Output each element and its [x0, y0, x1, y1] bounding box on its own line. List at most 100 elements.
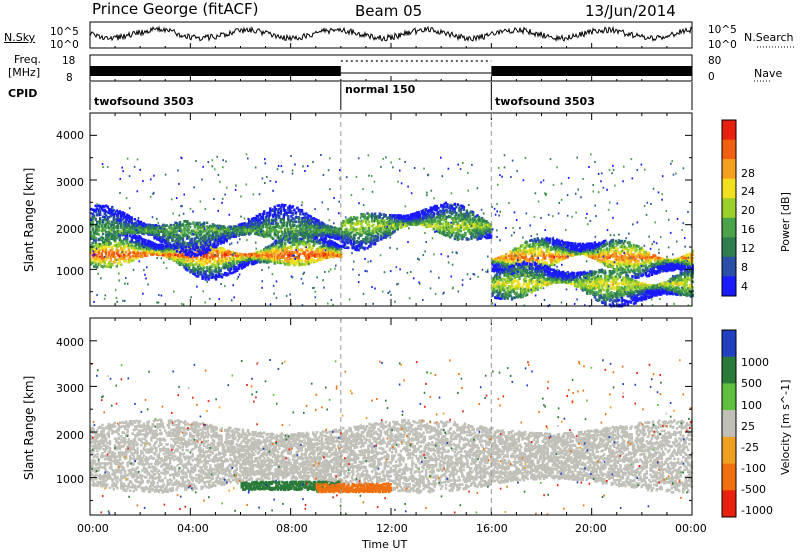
power-cell	[261, 258, 264, 262]
power-cell	[105, 252, 108, 256]
power-cell	[127, 243, 130, 246]
power-cell	[273, 252, 276, 256]
power-cell	[112, 251, 115, 255]
power-cell	[106, 239, 109, 242]
power-cell	[133, 236, 136, 240]
power-cell	[308, 242, 311, 246]
power-cell	[204, 278, 207, 281]
power-cell	[192, 259, 195, 262]
power-cell	[178, 253, 182, 257]
power-cell	[94, 257, 97, 261]
power-cell	[136, 252, 140, 255]
power-cell	[127, 245, 130, 249]
power-cell	[273, 259, 276, 262]
power-cell	[236, 260, 239, 263]
power-cell	[284, 241, 287, 245]
power-cell	[193, 270, 197, 273]
power-cell	[169, 255, 173, 258]
power-cell	[222, 273, 225, 277]
power-cell	[196, 267, 200, 270]
power-cell	[195, 274, 198, 278]
power-cell	[105, 258, 108, 262]
power-cell	[90, 244, 93, 247]
power-cell	[189, 261, 192, 265]
power-cell	[242, 262, 245, 266]
power-cell	[103, 258, 106, 261]
power-cell	[97, 252, 100, 255]
power-cell	[94, 263, 97, 267]
power-cell	[103, 239, 106, 242]
power-cell	[166, 239, 170, 242]
power-cell	[199, 261, 203, 265]
power-cell	[254, 260, 257, 263]
power-cell	[171, 238, 174, 241]
power-cell	[109, 265, 112, 269]
power-cell	[144, 254, 147, 257]
power-cell	[112, 238, 115, 242]
power-cell	[217, 275, 221, 278]
power-cell	[183, 265, 186, 269]
power-cell	[198, 273, 201, 276]
power-cell	[145, 253, 149, 256]
power-cell	[208, 256, 212, 260]
power-cell	[231, 255, 234, 258]
power-cell	[296, 237, 299, 240]
power-cell	[93, 260, 96, 264]
power-cell	[118, 256, 121, 260]
power-cell	[202, 263, 206, 267]
power-cell	[154, 251, 158, 254]
power-cell	[204, 259, 207, 263]
power-cell	[115, 252, 118, 255]
power-cell	[129, 255, 132, 258]
power-cell	[223, 257, 227, 261]
power-cell	[190, 257, 194, 260]
power-cell	[160, 252, 164, 256]
power-cell	[202, 253, 206, 256]
power-cell	[102, 257, 105, 260]
power-cell	[108, 251, 111, 255]
power-cell	[144, 251, 147, 255]
power-cell	[94, 244, 97, 247]
power-cell	[227, 249, 230, 253]
power-cell	[239, 261, 242, 264]
power-cell	[138, 244, 141, 247]
power-cell	[320, 258, 323, 262]
power-cell	[196, 258, 200, 261]
power-cell	[214, 273, 218, 277]
power-cell	[102, 265, 105, 269]
power-cell	[223, 272, 227, 276]
power-cell	[192, 255, 195, 259]
power-cell	[132, 247, 135, 251]
power-cell	[90, 246, 93, 250]
power-cell	[252, 259, 255, 263]
power-cell	[300, 259, 304, 263]
power-cell	[214, 254, 218, 258]
power-cell	[208, 268, 212, 272]
power-cell	[97, 245, 100, 249]
power-cell	[217, 259, 221, 263]
power-cell	[208, 266, 212, 270]
power-cell	[159, 250, 162, 254]
power-cell	[257, 255, 260, 258]
power-cell	[184, 256, 188, 259]
power-cell	[293, 208, 296, 212]
power-cell	[150, 246, 153, 249]
power-cell	[183, 228, 186, 232]
power-cell	[162, 244, 165, 247]
power-cell	[115, 248, 118, 252]
power-cell	[246, 262, 249, 265]
power-cell	[93, 258, 96, 261]
power-cell	[269, 214, 272, 217]
power-cell	[99, 243, 102, 246]
power-cell	[272, 250, 275, 253]
power-cell	[184, 245, 188, 249]
power-cell	[263, 259, 266, 263]
power-cell	[181, 256, 185, 259]
power-cell	[180, 251, 183, 254]
power-cell	[216, 263, 219, 267]
power-cell	[111, 251, 114, 254]
power-cell	[205, 257, 209, 260]
power-cell	[217, 269, 221, 272]
power-cell	[118, 241, 121, 244]
power-cell	[115, 235, 118, 238]
